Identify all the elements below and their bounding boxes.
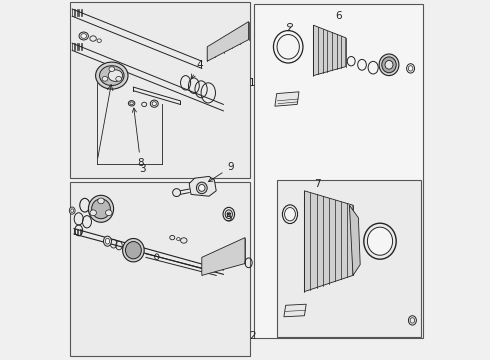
Ellipse shape — [198, 185, 205, 192]
Ellipse shape — [102, 77, 108, 81]
Ellipse shape — [172, 189, 180, 197]
Ellipse shape — [108, 70, 122, 81]
Ellipse shape — [382, 57, 396, 73]
Polygon shape — [207, 22, 248, 61]
Ellipse shape — [79, 32, 88, 40]
Ellipse shape — [225, 210, 232, 219]
Ellipse shape — [90, 210, 97, 216]
Polygon shape — [349, 205, 360, 275]
Text: 7: 7 — [314, 179, 320, 189]
Bar — [71, 182, 250, 356]
Text: 9: 9 — [209, 162, 234, 181]
Ellipse shape — [277, 35, 299, 59]
Ellipse shape — [105, 238, 110, 244]
Polygon shape — [275, 92, 299, 106]
Ellipse shape — [288, 23, 293, 27]
Text: 8: 8 — [132, 108, 144, 168]
Text: 5: 5 — [225, 213, 232, 223]
Ellipse shape — [116, 77, 122, 81]
Ellipse shape — [71, 209, 73, 212]
Ellipse shape — [368, 227, 392, 255]
Ellipse shape — [385, 60, 393, 69]
Ellipse shape — [170, 235, 175, 240]
Ellipse shape — [103, 236, 111, 246]
Bar — [254, 4, 423, 338]
Ellipse shape — [96, 62, 128, 89]
Polygon shape — [304, 191, 353, 292]
Text: 4: 4 — [191, 60, 203, 78]
Text: 2: 2 — [249, 330, 255, 341]
Ellipse shape — [92, 199, 110, 219]
Ellipse shape — [152, 102, 156, 106]
Ellipse shape — [88, 195, 114, 222]
Ellipse shape — [125, 242, 141, 259]
Ellipse shape — [109, 67, 115, 71]
Polygon shape — [314, 25, 346, 76]
Ellipse shape — [196, 182, 207, 194]
Ellipse shape — [99, 66, 124, 85]
Bar — [71, 2, 250, 178]
Ellipse shape — [180, 238, 187, 243]
Ellipse shape — [285, 207, 295, 221]
Text: 1: 1 — [249, 78, 255, 88]
Text: 6: 6 — [335, 11, 342, 21]
Polygon shape — [189, 176, 216, 196]
Ellipse shape — [122, 238, 144, 262]
Ellipse shape — [150, 100, 158, 107]
Bar — [277, 180, 421, 337]
Ellipse shape — [69, 207, 75, 214]
Ellipse shape — [379, 54, 399, 76]
Ellipse shape — [98, 198, 104, 204]
Ellipse shape — [105, 210, 112, 216]
Ellipse shape — [81, 34, 87, 39]
Polygon shape — [284, 304, 306, 317]
Text: 3: 3 — [139, 164, 146, 174]
Ellipse shape — [223, 207, 235, 221]
Polygon shape — [202, 238, 245, 275]
